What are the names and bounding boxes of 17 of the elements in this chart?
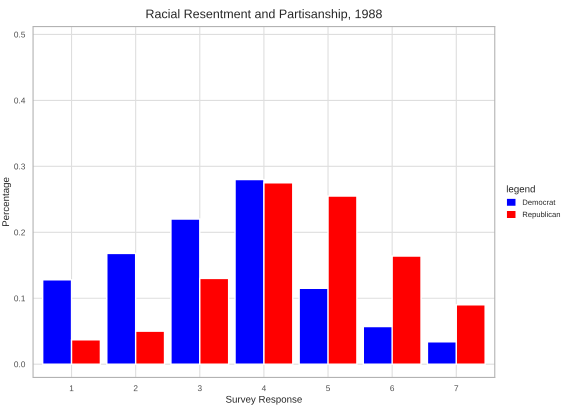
x-axis-title: Survey Response (226, 396, 302, 405)
chart-title: Racial Resentment and Partisanship, 1988 (146, 9, 382, 21)
y-tick-label: 0.2 (14, 230, 26, 236)
y-tick-label: 0.4 (14, 98, 26, 104)
legend-title: legend (506, 185, 535, 194)
x-tick-label: 7 (454, 385, 458, 392)
x-tick-label: 6 (390, 385, 394, 392)
x-tick-label: 2 (134, 385, 138, 392)
y-tick-label: 0.3 (14, 164, 26, 170)
x-tick-label: 1 (70, 385, 74, 392)
x-tick-label: 4 (262, 385, 266, 392)
x-tick-label: 3 (198, 385, 202, 392)
y-tick-label: 0.5 (14, 32, 26, 38)
y-tick-label: 0.0 (14, 361, 26, 368)
y-tick-label: 0.1 (14, 295, 26, 302)
x-tick-label: 5 (326, 385, 330, 392)
y-axis-title: Percentage (2, 178, 12, 226)
